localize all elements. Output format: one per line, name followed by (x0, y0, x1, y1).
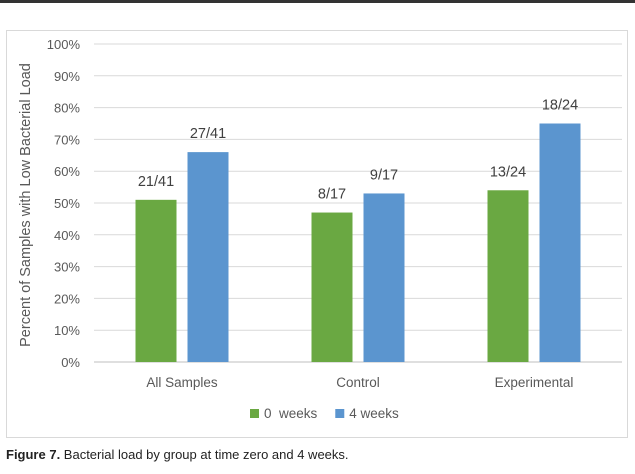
y-tick-label: 10% (54, 323, 80, 338)
y-tick-label: 40% (54, 228, 80, 243)
y-axis-label: Percent of Samples with Low Bacterial Lo… (18, 63, 34, 347)
y-tick-label: 30% (54, 260, 80, 275)
bar-chart: 0%10%20%30%40%50%60%70%80%90%100% 21/412… (18, 37, 622, 421)
bar-label: 9/17 (370, 167, 398, 183)
bar-label: 13/24 (490, 164, 526, 180)
legend-label: 0 weeks (264, 406, 318, 421)
bar-label: 21/41 (138, 174, 174, 190)
chart-frame (6, 30, 628, 438)
caption-text: Bacterial load by group at time zero and… (60, 447, 349, 462)
bar (363, 193, 405, 362)
x-tick-label: Control (336, 375, 380, 390)
legend-swatch (335, 409, 345, 418)
top-rule (0, 0, 635, 3)
bar (311, 212, 353, 362)
x-tick-label: All Samples (146, 375, 218, 390)
bar-label: 8/17 (318, 187, 346, 203)
bar (187, 152, 229, 362)
y-tick-label: 70% (54, 132, 80, 147)
bars (135, 123, 581, 362)
legend-label: 4 weeks (349, 406, 399, 421)
x-tick-labels: All Samples Control Experimental (146, 375, 573, 390)
caption-label: Figure 7. (6, 447, 61, 462)
y-tick-label: 50% (54, 196, 80, 211)
y-tick-label: 100% (47, 37, 81, 52)
y-tick-label: 20% (54, 291, 80, 306)
grid-lines (94, 43, 622, 363)
bar-label: 27/41 (190, 126, 226, 142)
bar (135, 199, 177, 362)
legend: 0 weeks 4 weeks (250, 406, 399, 421)
bar-labels: 21/41 27/41 8/17 9/17 13/24 18/24 (138, 98, 578, 203)
bar (487, 190, 529, 362)
x-tick-label: Experimental (495, 375, 574, 390)
y-tick-label: 90% (54, 69, 80, 84)
y-tick-label: 0% (61, 355, 80, 370)
figure-caption: Figure 7. Bacterial load by group at tim… (6, 447, 626, 462)
legend-swatch (250, 409, 259, 418)
bar-label: 18/24 (542, 98, 578, 114)
y-tick-labels: 0% 10% 20% 30% 40% 50% 60% 70% 80% 90% 100% (47, 37, 81, 370)
bar (539, 123, 581, 362)
y-tick-label: 80% (54, 101, 80, 116)
y-tick-label: 60% (54, 164, 80, 179)
